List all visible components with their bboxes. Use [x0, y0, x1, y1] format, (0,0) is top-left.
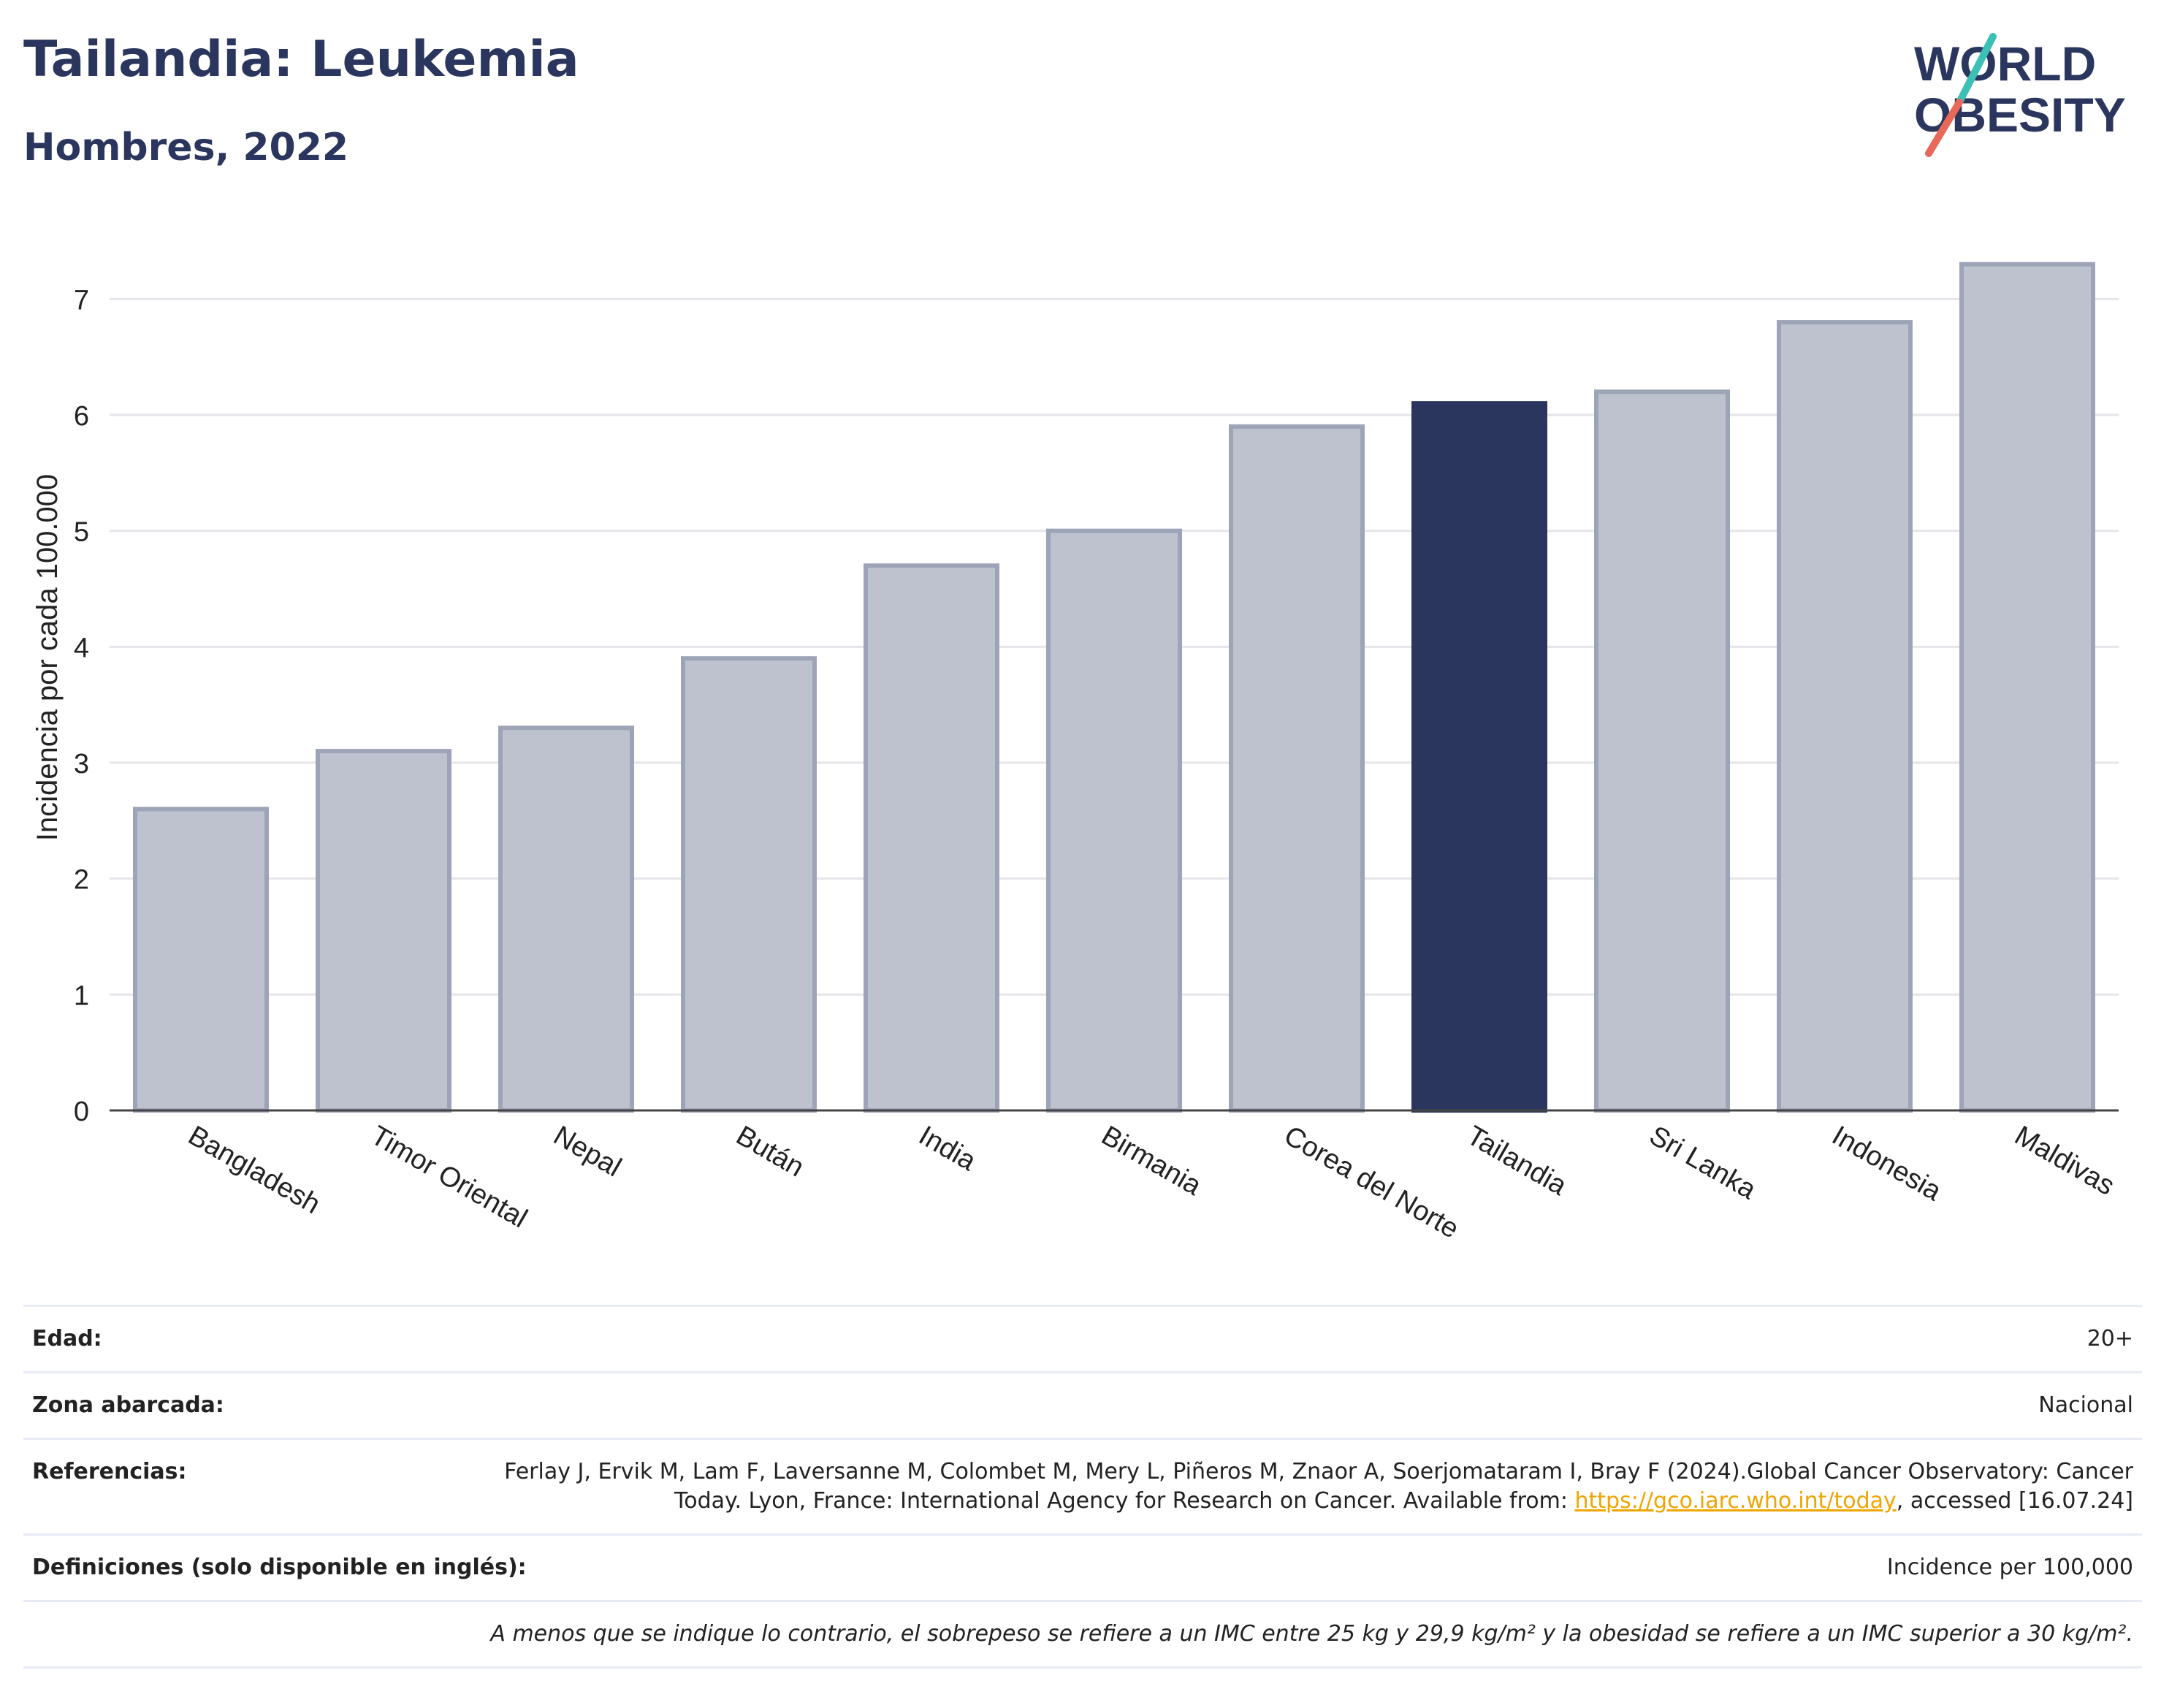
y-tick-label: 2 — [74, 865, 89, 896]
bar-timor-oriental — [316, 749, 451, 1113]
references-link[interactable]: https://gco.iarc.who.int/today — [1574, 1488, 1897, 1514]
bar-maldivas — [1959, 262, 2095, 1113]
y-tick-label: 7 — [74, 285, 89, 316]
bar-bangladesh — [133, 807, 269, 1113]
page-subtitle: Hombres, 2022 — [23, 126, 349, 169]
bar-india — [864, 563, 999, 1113]
x-tick-label: Birmania — [1097, 1120, 1208, 1202]
references-value: Ferlay J, Ervik M, Lam F, Laversanne M, … — [453, 1457, 2133, 1516]
bar-tailandia — [1411, 401, 1547, 1113]
bar-chart: 0 1 2 3 4 5 6 7 Bangladesh Timor Oriental Nepal Bu… — [31, 262, 2120, 1245]
metadata-table: Edad: 20+ Zona abarcada: Nacional Refere… — [23, 1305, 2142, 1669]
bar-corea-del-norte — [1229, 424, 1365, 1113]
age-label: Edad: — [32, 1326, 102, 1351]
y-tick-label: 3 — [74, 749, 89, 779]
y-tick-label: 5 — [74, 517, 89, 548]
area-label: Zona abarcada: — [32, 1392, 224, 1418]
meta-row-age: Edad: 20+ — [23, 1305, 2142, 1371]
page-title: Tailandia: Leukemia — [23, 31, 579, 88]
world-obesity-logo: WORLD OBESITY — [1914, 33, 2126, 157]
footnote: A menos que se indique lo contrario, el … — [23, 1600, 2142, 1669]
definitions-value: Incidence per 100,000 — [1886, 1555, 2133, 1580]
logo-slash-bottom — [1925, 99, 1963, 157]
x-tick-label: Timor Oriental — [366, 1120, 533, 1234]
definitions-label: Definiciones (solo disponible en inglés)… — [32, 1555, 527, 1580]
meta-row-references: Referencias: Ferlay J, Ervik M, Lam F, L… — [23, 1438, 2142, 1533]
x-tick-label: Nepal — [549, 1120, 627, 1183]
bar-indonesia — [1777, 320, 1913, 1113]
meta-row-area: Zona abarcada: Nacional — [23, 1371, 2142, 1438]
references-label: Referencias: — [32, 1459, 187, 1484]
y-tick-label: 1 — [74, 980, 89, 1011]
y-tick-label: 6 — [74, 401, 89, 432]
x-tick-label: Maldivas — [2010, 1120, 2120, 1201]
meta-row-definitions: Definiciones (solo disponible en inglés)… — [23, 1533, 2142, 1600]
y-tick-label: 4 — [74, 633, 89, 663]
references-suffix: , accessed [16.07.24] — [1896, 1488, 2133, 1514]
x-tick-label: India — [914, 1120, 982, 1177]
y-axis-label: Incidencia por cada 100.000 — [31, 474, 64, 842]
bar-bután — [681, 656, 817, 1113]
x-tick-label: Bangladesh — [183, 1120, 326, 1220]
logo-slash-top — [1956, 33, 1997, 106]
y-tick-label: 0 — [74, 1097, 89, 1127]
x-tick-label: Tailandia — [1462, 1120, 1573, 1202]
x-tick-label: Corea del Norte — [1279, 1120, 1464, 1244]
bar-sri-lanka — [1594, 389, 1730, 1113]
age-value: 20+ — [2086, 1326, 2133, 1351]
logo-line-1: WORLD — [1914, 37, 2096, 91]
x-tick-label: Sri Lanka — [1644, 1120, 1762, 1205]
x-tick-label: Indonesia — [1827, 1120, 1947, 1207]
area-value: Nacional — [2038, 1392, 2133, 1418]
bar-nepal — [498, 725, 634, 1113]
bar-birmania — [1046, 528, 1182, 1113]
references-text: Ferlay J, Ervik M, Lam F, Laversanne M, … — [504, 1459, 2133, 1514]
x-tick-label: Bután — [731, 1120, 809, 1183]
